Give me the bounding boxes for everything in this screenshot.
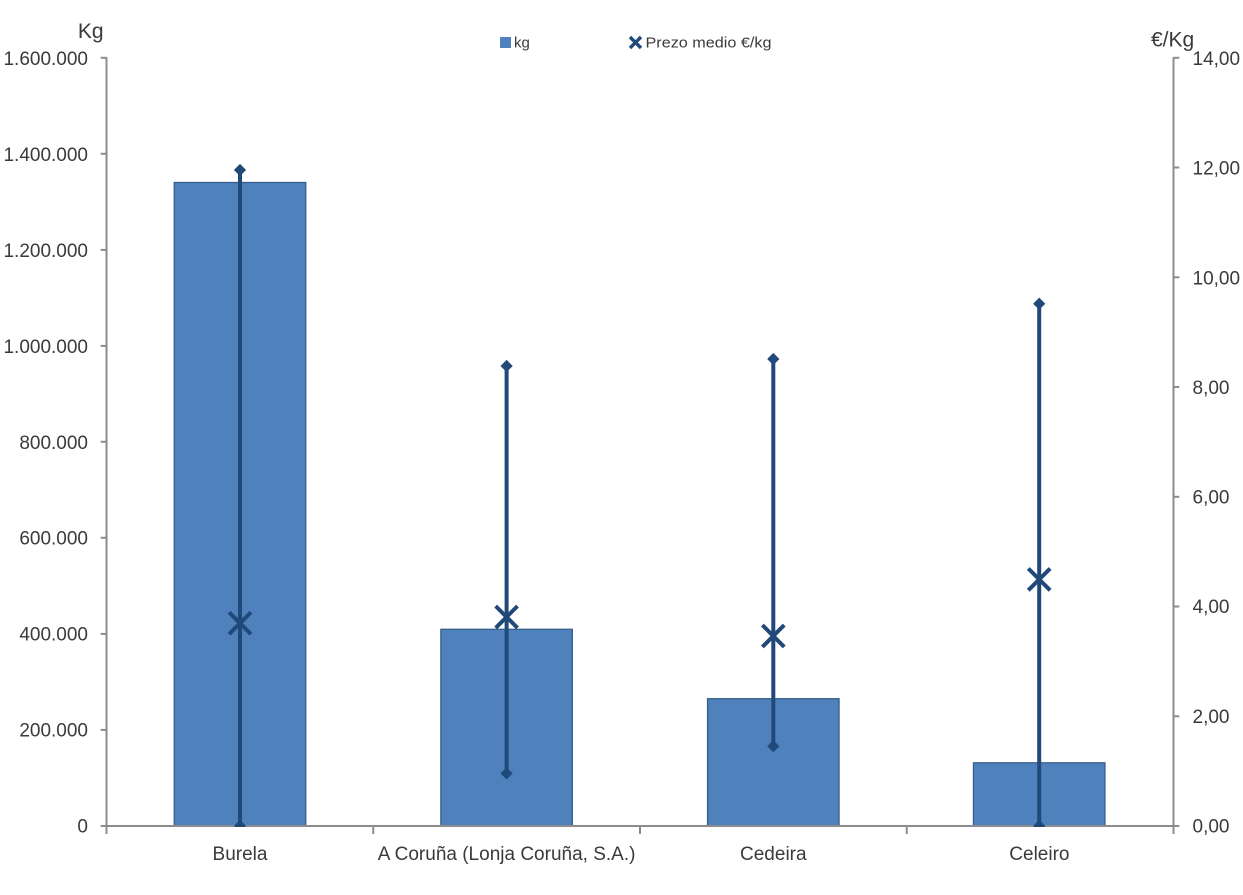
svg-text:8,00: 8,00 — [1193, 378, 1230, 399]
svg-text:0: 0 — [77, 817, 88, 838]
svg-text:Celeiro: Celeiro — [1009, 844, 1069, 865]
svg-text:200.000: 200.000 — [19, 721, 88, 742]
svg-text:Burela: Burela — [213, 844, 268, 865]
svg-text:0,00: 0,00 — [1193, 817, 1230, 838]
svg-text:Prezo medio €/kg: Prezo medio €/kg — [646, 35, 772, 52]
svg-text:1.400.000: 1.400.000 — [3, 145, 88, 166]
svg-text:A Coruña (Lonja Coruña, S.A.): A Coruña (Lonja Coruña, S.A.) — [378, 844, 636, 865]
svg-text:1.000.000: 1.000.000 — [3, 337, 88, 358]
svg-text:12,00: 12,00 — [1193, 159, 1241, 180]
svg-text:2,00: 2,00 — [1193, 707, 1230, 728]
svg-text:600.000: 600.000 — [19, 529, 88, 550]
svg-text:6,00: 6,00 — [1193, 488, 1230, 509]
svg-text:400.000: 400.000 — [19, 625, 88, 646]
svg-text:800.000: 800.000 — [19, 433, 88, 454]
svg-text:4,00: 4,00 — [1193, 597, 1230, 618]
svg-text:14,00: 14,00 — [1193, 49, 1241, 70]
svg-text:10,00: 10,00 — [1193, 268, 1241, 289]
svg-text:kg: kg — [514, 35, 530, 52]
svg-text:€/Kg: €/Kg — [1151, 29, 1194, 52]
svg-text:1.600.000: 1.600.000 — [3, 49, 88, 70]
svg-text:1.200.000: 1.200.000 — [3, 241, 88, 262]
svg-text:Cedeira: Cedeira — [740, 844, 807, 865]
svg-text:Kg: Kg — [78, 20, 104, 43]
